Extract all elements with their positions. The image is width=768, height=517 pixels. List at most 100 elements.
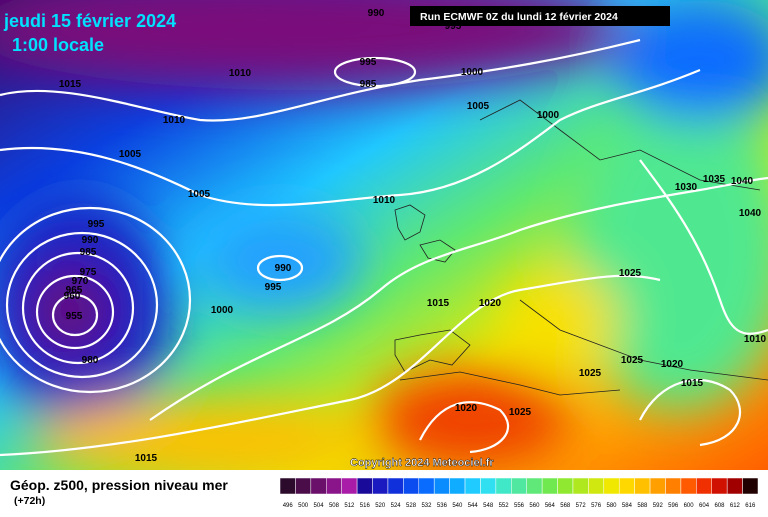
scale-swatch — [665, 477, 682, 495]
scale-swatch — [742, 477, 759, 495]
scale-swatch — [279, 477, 296, 495]
scale-swatch — [588, 477, 605, 495]
scale-label: 604 — [699, 503, 710, 509]
scale-swatch — [449, 477, 466, 495]
isobar-label: 955 — [66, 311, 83, 322]
isobar-label: 1000 — [211, 305, 234, 316]
isobar-label: 1010 — [744, 334, 767, 345]
scale-label: 608 — [714, 503, 725, 509]
scale-swatch — [696, 477, 712, 495]
scale-swatch — [649, 477, 666, 495]
scale-swatch — [711, 477, 728, 495]
isobar-label: 995 — [360, 57, 377, 68]
isobar-label: 1005 — [188, 189, 211, 200]
scale-label: 552 — [499, 503, 510, 509]
scale-label: 524 — [391, 503, 402, 509]
scale-swatch — [511, 477, 527, 495]
scale-label: 516 — [360, 503, 371, 509]
isobar-label: 965 — [66, 285, 83, 296]
isobar-label: 1040 — [739, 208, 762, 219]
scale-label: 540 — [452, 503, 463, 509]
scale-label: 528 — [406, 503, 417, 509]
isobar-label: 1015 — [427, 298, 450, 309]
scale-swatch — [495, 477, 512, 495]
scale-swatch — [634, 477, 651, 495]
scale-label: 588 — [637, 503, 648, 509]
isobars — [0, 38, 768, 457]
scale-swatch — [403, 477, 420, 495]
lead-time: (+72h) — [14, 495, 45, 507]
isobar-label: 1015 — [681, 378, 704, 389]
run-label: Run ECMWF 0Z du lundi 12 février 2024 — [420, 11, 618, 23]
isobar-label: 1030 — [675, 182, 698, 193]
scale-swatch — [326, 477, 342, 495]
scale-label: 572 — [576, 503, 587, 509]
isobar-label: 1020 — [479, 298, 502, 309]
isobar-label: 1000 — [537, 110, 560, 121]
isobar-label: 1005 — [119, 149, 142, 160]
scale-swatch — [603, 477, 620, 495]
isobar-label: 960 — [64, 291, 81, 302]
scale-label: 568 — [560, 503, 571, 509]
scale-label: 596 — [668, 503, 679, 509]
scale-swatch — [618, 477, 635, 495]
scale-label: 600 — [684, 503, 695, 509]
isobar-label: 1020 — [661, 359, 684, 370]
isobar-label: 990 — [275, 263, 292, 274]
scale-label: 496 — [283, 503, 294, 509]
isobar-label: 995 — [445, 21, 462, 32]
scale-swatch — [295, 477, 312, 495]
isobar-label: 990 — [82, 235, 99, 246]
scale-label: 560 — [529, 503, 540, 509]
scale-label: 504 — [314, 503, 325, 509]
isobar-label: 1015 — [135, 453, 158, 464]
scale-label: 548 — [483, 503, 494, 509]
run-banner — [410, 6, 670, 26]
isobar-label: 1025 — [509, 407, 532, 418]
scale-swatch — [572, 477, 589, 495]
isobar-label: 1025 — [619, 268, 642, 279]
scale-swatch — [433, 477, 450, 495]
isobar-label: 990 — [368, 8, 385, 19]
isobar-label: 1035 — [703, 174, 726, 185]
scale-label: 508 — [329, 503, 340, 509]
scale-label: 520 — [375, 503, 386, 509]
isobar-label: 985 — [360, 79, 377, 90]
field — [0, 0, 768, 480]
scale-swatch — [680, 477, 697, 495]
scale-label: 564 — [545, 503, 556, 509]
isobar-label: 995 — [88, 219, 105, 230]
scale-label: 592 — [653, 503, 664, 509]
scale-swatch — [557, 477, 574, 495]
scale-swatch — [310, 477, 327, 495]
scale-swatch — [726, 477, 743, 495]
isobar-label: 1005 — [467, 101, 490, 112]
scale-label: 576 — [591, 503, 602, 509]
scale-swatch — [341, 477, 358, 495]
scale-swatch — [480, 477, 497, 495]
coastlines — [394, 99, 768, 396]
scale-swatch — [526, 477, 543, 495]
copyright: Copyright 2024 Meteociel.fr — [350, 457, 494, 469]
scale-label: 616 — [745, 503, 756, 509]
isobar-label: 980 — [82, 355, 99, 366]
isobar-label: 1015 — [59, 79, 82, 90]
color-scale: 496 500 504 508 512 516 520 524 528 532 536 540 544 5… — [279, 477, 759, 509]
isobar-label: 1040 — [731, 176, 754, 187]
scale-label: 580 — [607, 503, 618, 509]
scale-swatch — [387, 477, 404, 495]
isobar-labels: 990 995 1015 1010 995 985 1000 1010 1005 1005 1000… — [59, 8, 767, 464]
isobar-label: 1025 — [621, 355, 644, 366]
isobar-label: 1000 — [461, 67, 484, 78]
scale-swatch — [372, 477, 389, 495]
scale-label: 512 — [344, 503, 355, 509]
scale-label: 500 — [298, 503, 309, 509]
scale-label: 584 — [622, 503, 633, 509]
isobar-label: 1020 — [455, 403, 478, 414]
legend-title: Géop. z500, pression niveau mer — [10, 477, 228, 493]
scale-label: 612 — [730, 503, 741, 509]
scale-swatch — [541, 477, 558, 495]
scale-label: 556 — [514, 503, 525, 509]
time-label: 1:00 locale — [12, 35, 104, 55]
isobar-label: 970 — [72, 276, 89, 287]
